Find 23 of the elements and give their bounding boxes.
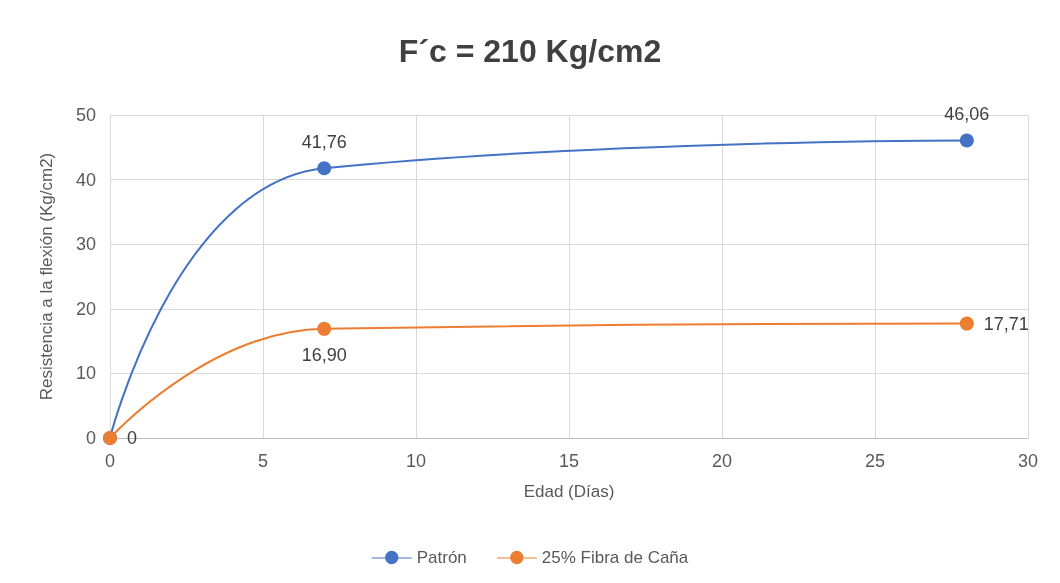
x-tick-label: 20 (711, 451, 733, 471)
y-tick-label: 30 (75, 234, 96, 255)
data-label: 16,90 (301, 344, 347, 365)
data-label: 0 (127, 428, 138, 448)
x-tick-label: 30 (1017, 451, 1039, 471)
data-label: 46,06 (944, 104, 990, 125)
y-tick-label: 40 (75, 169, 96, 190)
x-tick-label: 10 (405, 451, 427, 471)
x-tick-label: 5 (257, 451, 269, 471)
y-tick-label: 0 (85, 428, 96, 448)
y-axis-title: Resistencia a la flexión (Kg/cm2) (37, 152, 56, 401)
legend-label: 25% Fibra de Caña (541, 548, 689, 567)
legend-label: Patrón (416, 548, 467, 567)
data-label: 17,71 (983, 313, 1029, 334)
x-tick-label: 15 (558, 451, 580, 471)
data-label: 41,76 (301, 132, 347, 153)
y-tick-label: 50 (75, 105, 96, 125)
x-tick-label: 0 (104, 451, 116, 471)
y-tick-label: 10 (75, 363, 96, 384)
chart-title: F´c = 210 Kg/cm2 (398, 33, 662, 69)
y-tick-label: 20 (75, 298, 96, 319)
x-tick-label: 25 (864, 451, 886, 471)
x-axis-title: Edad (Días) (523, 482, 615, 501)
